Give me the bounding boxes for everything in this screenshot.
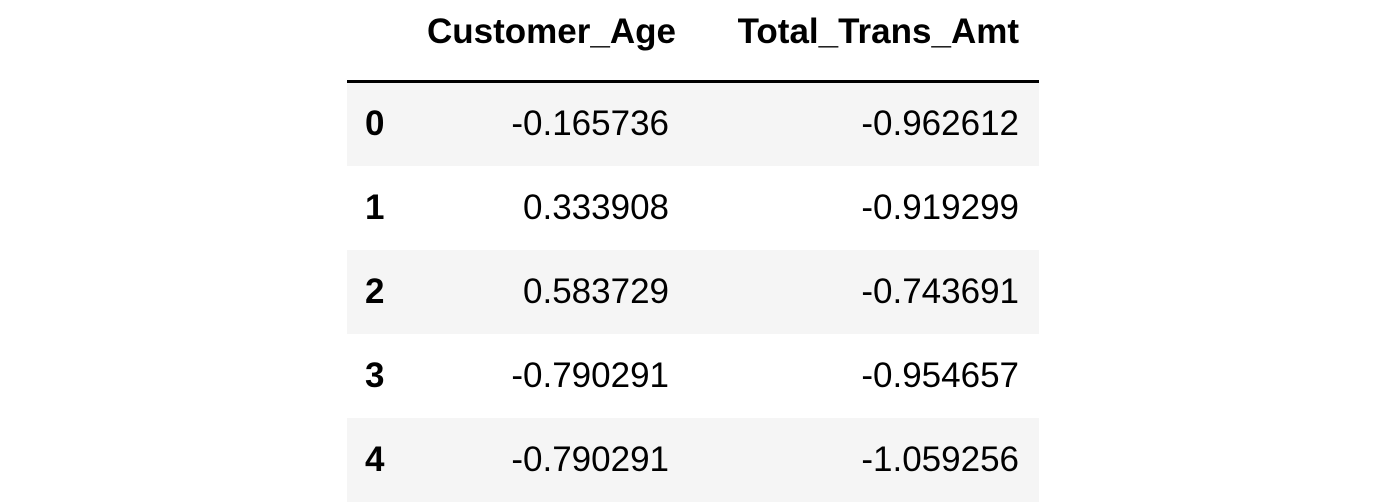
table-row: 4 -0.790291 -1.059256 bbox=[347, 417, 1039, 502]
row-index: 0 bbox=[365, 104, 385, 144]
header-row: Customer_Age Total_Trans_Amt bbox=[347, 0, 1039, 83]
cell-total-trans-amt: -1.059256 bbox=[861, 439, 1019, 479]
table-row: 2 0.583729 -0.743691 bbox=[347, 249, 1039, 334]
row-index: 1 bbox=[365, 187, 385, 227]
row-index: 2 bbox=[365, 271, 385, 311]
cell-customer-age: -0.790291 bbox=[511, 355, 669, 395]
cell-total-trans-amt: -0.954657 bbox=[861, 355, 1019, 395]
table-body: 0 -0.165736 -0.962612 1 0.333908 -0.9192… bbox=[347, 81, 1039, 502]
table-row: 1 0.333908 -0.919299 bbox=[347, 165, 1039, 250]
column-header-customer-age: Customer_Age bbox=[427, 0, 689, 83]
cell-customer-age: -0.165736 bbox=[511, 104, 669, 144]
table-row: 0 -0.165736 -0.962612 bbox=[347, 81, 1039, 166]
cell-total-trans-amt: -0.962612 bbox=[861, 104, 1019, 144]
cell-total-trans-amt: -0.743691 bbox=[861, 271, 1019, 311]
row-index: 4 bbox=[365, 439, 385, 479]
cell-customer-age: -0.790291 bbox=[511, 439, 669, 479]
cell-total-trans-amt: -0.919299 bbox=[861, 187, 1019, 227]
cell-customer-age: 0.333908 bbox=[523, 187, 669, 227]
dataframe-table: Customer_Age Total_Trans_Amt 0 -0.165736… bbox=[347, 0, 1039, 502]
table-header: Customer_Age Total_Trans_Amt bbox=[347, 0, 1039, 83]
index-header-corner bbox=[347, 0, 427, 83]
column-header-total-trans-amt: Total_Trans_Amt bbox=[689, 0, 1039, 83]
row-index: 3 bbox=[365, 355, 385, 395]
cell-customer-age: 0.583729 bbox=[523, 271, 669, 311]
table-row: 3 -0.790291 -0.954657 bbox=[347, 333, 1039, 418]
